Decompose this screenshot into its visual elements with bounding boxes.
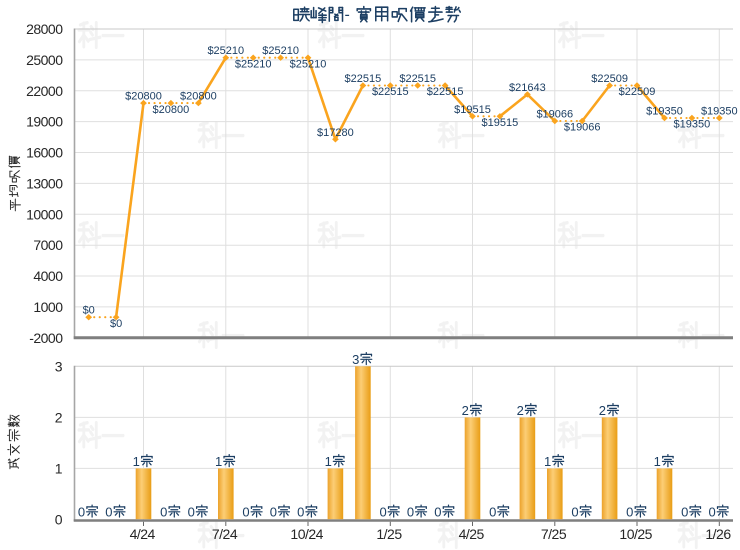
svg-text:-: - bbox=[345, 6, 350, 23]
svg-text:2: 2 bbox=[462, 403, 469, 418]
svg-text:0: 0 bbox=[297, 504, 304, 519]
svg-text:2: 2 bbox=[55, 409, 63, 425]
svg-text:$20800: $20800 bbox=[125, 91, 162, 103]
svg-text:3: 3 bbox=[55, 358, 63, 374]
svg-text:13000: 13000 bbox=[26, 175, 63, 191]
svg-text:4/25: 4/25 bbox=[459, 526, 485, 542]
svg-text:1000: 1000 bbox=[33, 299, 63, 315]
svg-text:$25210: $25210 bbox=[235, 58, 272, 70]
svg-text:0: 0 bbox=[379, 504, 386, 519]
svg-text:$19515: $19515 bbox=[454, 104, 491, 116]
svg-text:1: 1 bbox=[654, 454, 661, 469]
svg-text:10000: 10000 bbox=[26, 206, 63, 222]
svg-text:22000: 22000 bbox=[26, 83, 63, 99]
svg-text:$21643: $21643 bbox=[509, 82, 546, 94]
svg-text:0: 0 bbox=[708, 504, 715, 519]
svg-text:28000: 28000 bbox=[26, 21, 63, 37]
svg-text:25000: 25000 bbox=[26, 52, 63, 68]
svg-text:$17280: $17280 bbox=[317, 127, 354, 139]
svg-text:1/26: 1/26 bbox=[705, 526, 731, 542]
svg-text:0: 0 bbox=[681, 504, 688, 519]
svg-text:$22515: $22515 bbox=[345, 73, 382, 85]
svg-text:0: 0 bbox=[626, 504, 633, 519]
svg-text:-2000: -2000 bbox=[29, 330, 63, 346]
svg-text:2: 2 bbox=[599, 403, 606, 418]
svg-text:0: 0 bbox=[407, 504, 414, 519]
svg-text:1: 1 bbox=[133, 454, 140, 469]
svg-text:$0: $0 bbox=[83, 305, 95, 317]
svg-text:$0: $0 bbox=[110, 318, 122, 330]
svg-text:$25210: $25210 bbox=[207, 45, 244, 57]
svg-text:0: 0 bbox=[105, 504, 112, 519]
svg-text:7/25: 7/25 bbox=[541, 526, 567, 542]
svg-text:1: 1 bbox=[55, 460, 63, 476]
svg-text:$25210: $25210 bbox=[290, 58, 327, 70]
svg-text:$19066: $19066 bbox=[536, 109, 573, 121]
svg-text:0: 0 bbox=[434, 504, 441, 519]
svg-text:0: 0 bbox=[571, 504, 578, 519]
svg-text:7/24: 7/24 bbox=[212, 526, 238, 542]
svg-text:1: 1 bbox=[325, 454, 332, 469]
svg-text:0: 0 bbox=[160, 504, 167, 519]
svg-text:0: 0 bbox=[55, 512, 63, 528]
svg-text:$22509: $22509 bbox=[591, 73, 628, 85]
svg-text:$19350: $19350 bbox=[701, 106, 738, 118]
svg-text:$22515: $22515 bbox=[427, 86, 464, 98]
svg-text:$25210: $25210 bbox=[262, 45, 299, 57]
svg-text:1: 1 bbox=[215, 454, 222, 469]
svg-text:0: 0 bbox=[188, 504, 195, 519]
svg-text:$20800: $20800 bbox=[153, 104, 190, 116]
svg-text:0: 0 bbox=[270, 504, 277, 519]
svg-text:3: 3 bbox=[352, 352, 359, 367]
svg-text:$19066: $19066 bbox=[564, 122, 601, 134]
svg-text:0: 0 bbox=[242, 504, 249, 519]
svg-text:$19350: $19350 bbox=[646, 106, 683, 118]
svg-text:16000: 16000 bbox=[26, 145, 63, 161]
svg-text:2: 2 bbox=[517, 403, 524, 418]
svg-text:0: 0 bbox=[489, 504, 496, 519]
svg-text:4/24: 4/24 bbox=[130, 526, 156, 542]
svg-text:$19350: $19350 bbox=[674, 119, 711, 131]
svg-text:$22515: $22515 bbox=[399, 73, 436, 85]
svg-text:1: 1 bbox=[544, 454, 551, 469]
svg-text:$22515: $22515 bbox=[372, 86, 409, 98]
svg-text:1/25: 1/25 bbox=[376, 526, 402, 542]
svg-text:$20800: $20800 bbox=[180, 91, 217, 103]
svg-text:10/25: 10/25 bbox=[619, 526, 652, 542]
svg-text:10/24: 10/24 bbox=[290, 526, 323, 542]
svg-text:4000: 4000 bbox=[33, 268, 63, 284]
svg-text:0: 0 bbox=[78, 504, 85, 519]
svg-text:$22509: $22509 bbox=[619, 86, 656, 98]
svg-text:19000: 19000 bbox=[26, 114, 63, 130]
svg-text:$19515: $19515 bbox=[482, 117, 519, 129]
svg-text:7000: 7000 bbox=[33, 237, 63, 253]
